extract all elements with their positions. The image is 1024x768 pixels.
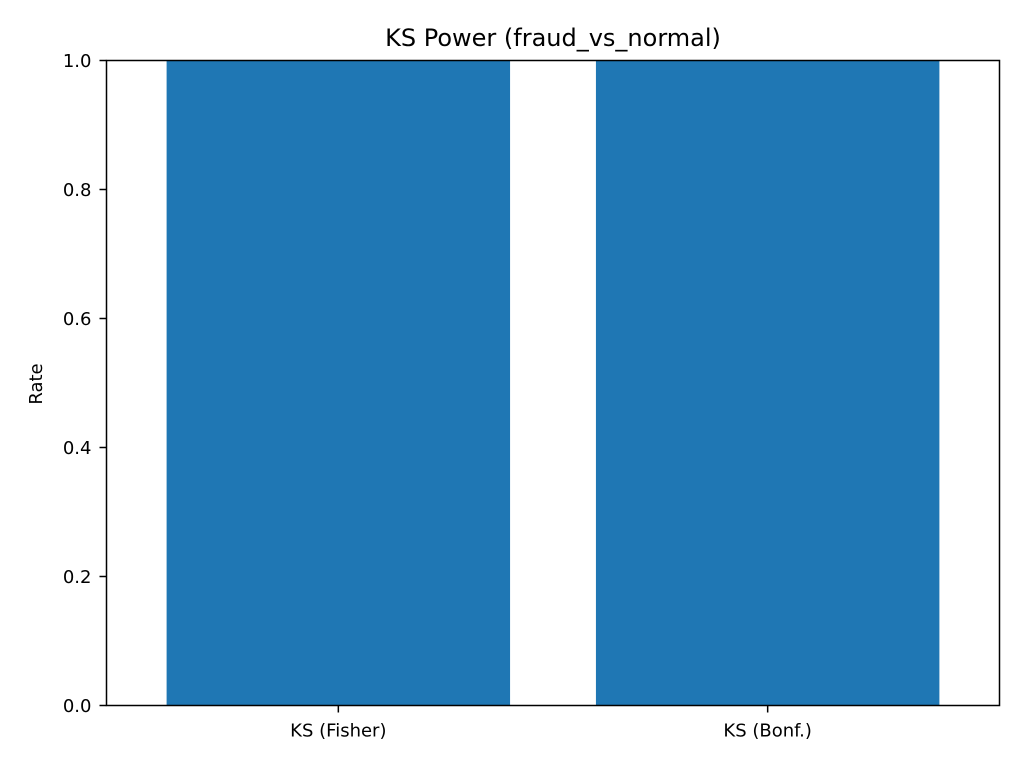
bar-2 bbox=[595, 60, 940, 706]
y-tick-label: 0.8 bbox=[63, 180, 92, 201]
y-tick-label: 0.6 bbox=[63, 309, 92, 330]
y-tick-label: 0.2 bbox=[63, 567, 92, 588]
y-tick-label: 1.0 bbox=[63, 51, 92, 72]
x-tick-label: KS (Fisher) bbox=[290, 721, 386, 742]
y-tick-label: 0.0 bbox=[63, 696, 92, 717]
bars-layer bbox=[166, 60, 940, 706]
plot-frame bbox=[105, 59, 1001, 707]
y-axis: 0.0 0.2 0.4 0.6 0.8 1.0 bbox=[63, 51, 107, 717]
x-axis: KS (Fisher) KS (Bonf.) bbox=[290, 705, 812, 742]
y-tick-label: 0.4 bbox=[63, 438, 92, 459]
chart-title: KS Power (fraud_vs_normal) bbox=[385, 24, 721, 52]
x-tick-label: KS (Bonf.) bbox=[723, 721, 812, 742]
bar-1 bbox=[166, 60, 511, 706]
y-axis-label: Rate bbox=[26, 363, 47, 404]
